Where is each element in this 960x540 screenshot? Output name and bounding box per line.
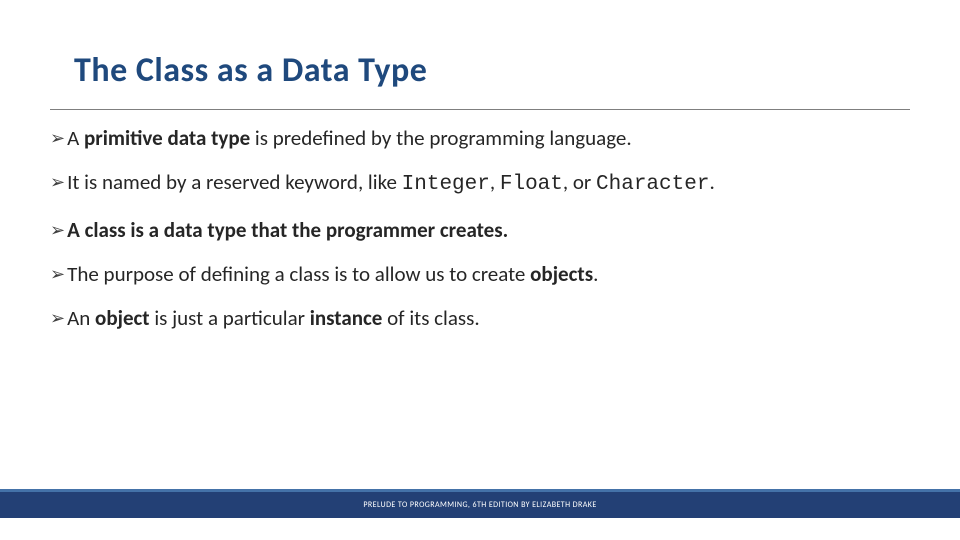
bullet-item: ➢A class is a data type that the program… [50, 216, 910, 244]
slide-title: The Class as a Data Type [74, 50, 910, 91]
bullet-arrow-icon: ➢ [50, 216, 65, 242]
bullet-text: An object is just a particular instance … [67, 304, 910, 332]
bullet-text: It is named by a reserved keyword, like … [67, 168, 910, 199]
bullet-arrow-icon: ➢ [50, 304, 65, 330]
bullet-arrow-icon: ➢ [50, 260, 65, 286]
bullet-item: ➢It is named by a reserved keyword, like… [50, 168, 910, 199]
slide: The Class as a Data Type ➢A primitive da… [0, 0, 960, 540]
bullet-arrow-icon: ➢ [50, 168, 65, 194]
footer-bar: PRELUDE TO PROGRAMMING, 6TH EDITION BY E… [0, 492, 960, 518]
bullet-item: ➢The purpose of defining a class is to a… [50, 260, 910, 288]
bullet-text: A primitive data type is predefined by t… [67, 124, 910, 152]
footer-text: PRELUDE TO PROGRAMMING, 6TH EDITION BY E… [363, 500, 596, 510]
bullet-item: ➢An object is just a particular instance… [50, 304, 910, 332]
bullet-arrow-icon: ➢ [50, 124, 65, 150]
bullet-text: A class is a data type that the programm… [67, 216, 910, 244]
bullet-text: The purpose of defining a class is to al… [67, 260, 910, 288]
bullet-list: ➢A primitive data type is predefined by … [50, 124, 910, 333]
bullet-item: ➢A primitive data type is predefined by … [50, 124, 910, 152]
title-rule [50, 109, 910, 110]
title-block: The Class as a Data Type [74, 50, 910, 91]
